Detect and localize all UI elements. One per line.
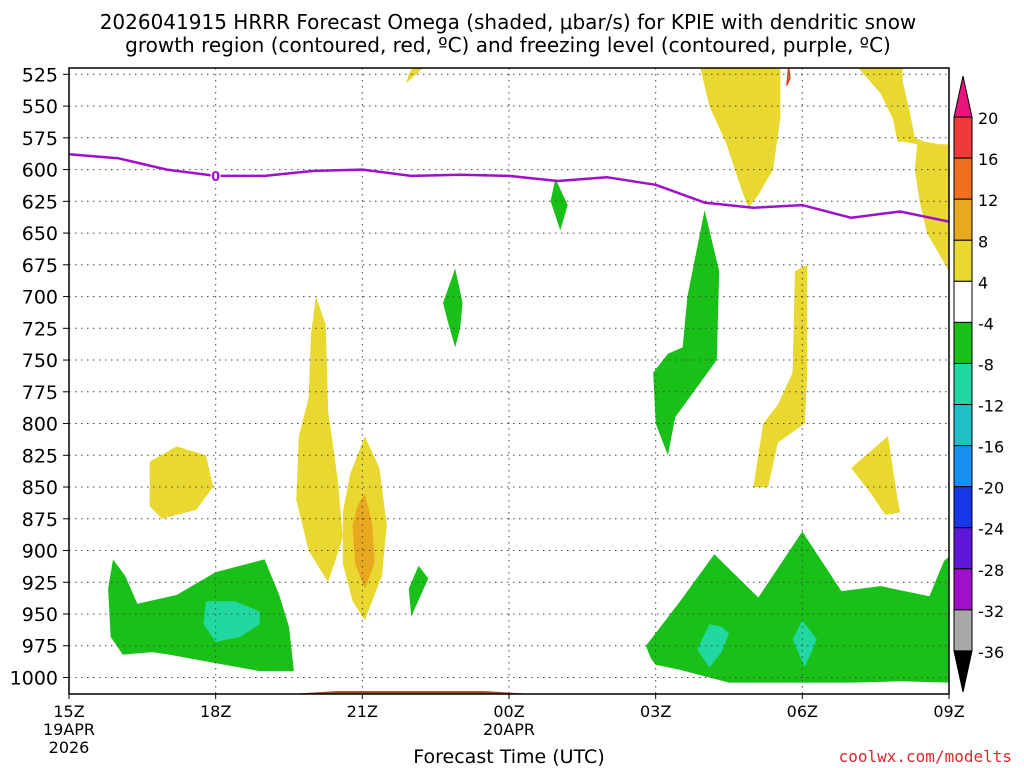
colorbar-label-5: -4	[978, 314, 994, 333]
colorbar-swatch-2	[953, 157, 973, 200]
y-tick-label-575: 575	[22, 128, 58, 150]
y-tick-label-550: 550	[22, 96, 58, 118]
chart-title-line-1: 2026041915 HRRR Forecast Omega (shaded, …	[100, 10, 917, 34]
y-tick-label-850: 850	[22, 477, 58, 499]
x-tick-label-09Z: 09Z	[933, 702, 964, 721]
y-tick-label-725: 725	[22, 318, 58, 340]
omega-region-5	[700, 68, 781, 208]
omega-region-12	[408, 565, 429, 617]
omega-region-11	[443, 268, 463, 348]
colorbar-label-0: 20	[978, 109, 998, 128]
omega-region-13	[550, 178, 568, 231]
freezing-level-label: 0	[211, 170, 220, 185]
colorbar: 20 16 12 8 4 -4 -8 -12 -16 -20 -24 -28 -32 -36	[953, 75, 1004, 693]
y-tick-label-750: 750	[22, 350, 58, 372]
y-tick-label-950: 950	[22, 604, 58, 626]
x-axis-label: Forecast Time (UTC)	[413, 746, 604, 768]
colorbar-label-11: -28	[978, 561, 1004, 580]
date-label-1-0: 20APR	[483, 720, 535, 739]
colorbar-label-6: -8	[978, 355, 994, 374]
watermark: coolwx.com/modelts	[839, 747, 1012, 766]
omega-region-1	[149, 446, 214, 519]
colorbar-swatch-7	[953, 362, 973, 406]
x-tick-label-18Z: 18Z	[200, 702, 231, 721]
colorbar-bottom-arrow	[953, 650, 973, 693]
y-tick-label-775: 775	[22, 382, 58, 404]
y-tick-label-1000: 1000	[10, 667, 58, 689]
dgz-contour-0	[786, 68, 791, 87]
y-tick-label-925: 925	[22, 572, 58, 594]
y-axis: 525 550 575 600 625 650 675 700 725 750 775 800 825 8…	[10, 64, 69, 689]
colorbar-label-8: -16	[978, 438, 1004, 457]
y-tick-label-700: 700	[22, 287, 58, 309]
colorbar-label-4: 4	[978, 273, 988, 292]
y-tick-label-825: 825	[22, 445, 58, 467]
terrain-fill	[69, 691, 949, 694]
y-tick-label-525: 525	[22, 64, 58, 86]
colorbar-label-2: 12	[978, 191, 998, 210]
x-tick-label-00Z: 00Z	[493, 702, 524, 721]
colorbar-swatch-6	[953, 321, 973, 364]
omega-region-6	[753, 264, 808, 487]
plot-area: 0	[68, 67, 950, 695]
colorbar-swatch-12	[953, 568, 973, 611]
x-tick-label-15Z: 15Z	[53, 702, 84, 721]
y-tick-label-600: 600	[22, 160, 58, 182]
omega-region-14	[653, 210, 720, 456]
omega-region-8	[858, 68, 949, 272]
y-tick-label-875: 875	[22, 509, 58, 531]
colorbar-swatch-8	[953, 404, 973, 447]
x-tick-label-03Z: 03Z	[640, 702, 671, 721]
x-tick-label-06Z: 06Z	[787, 702, 818, 721]
colorbar-swatch-1	[953, 116, 973, 159]
colorbar-label-13: -36	[978, 643, 1004, 662]
date-label-0-1: 2026	[49, 738, 90, 757]
freezing-level-contour: 0	[69, 153, 949, 223]
terrain-surface	[69, 691, 949, 694]
colorbar-label-1: 16	[978, 150, 998, 169]
omega-region-9	[108, 559, 294, 672]
omega-region-17	[792, 620, 817, 668]
colorbar-swatch-13	[953, 609, 973, 652]
omega-region-2	[296, 296, 343, 583]
colorbar-swatch-10	[953, 486, 973, 529]
colorbar-swatch-11	[953, 527, 973, 570]
y-tick-label-625: 625	[22, 191, 58, 213]
colorbar-swatch-3	[953, 198, 973, 241]
x-tick-label-21Z: 21Z	[347, 702, 378, 721]
colorbar-label-9: -20	[978, 479, 1004, 498]
colorbar-swatch-5	[953, 280, 973, 323]
omega-region-16	[697, 624, 729, 668]
colorbar-swatch-9	[953, 445, 973, 488]
freezing-level-label-bg	[210, 167, 221, 183]
y-tick-label-800: 800	[22, 414, 58, 436]
omega-region-7	[851, 429, 901, 515]
colorbar-label-10: -24	[978, 520, 1004, 539]
y-tick-label-900: 900	[22, 541, 58, 563]
omega-region-10	[203, 601, 260, 642]
date-label-0-0: 19APR	[43, 720, 95, 739]
dendritic-growth-contours	[786, 68, 791, 87]
y-tick-label-650: 650	[22, 223, 58, 245]
omega-shading	[108, 68, 949, 683]
omega-region-4	[352, 493, 375, 589]
colorbar-label-12: -32	[978, 602, 1004, 621]
chart-title-line-2: growth region (contoured, red, ºC) and f…	[125, 33, 891, 57]
colorbar-swatch-4	[953, 239, 973, 282]
colorbar-top-arrow	[953, 75, 973, 118]
colorbar-label-7: -12	[978, 397, 1004, 416]
grid-lines	[69, 68, 949, 694]
y-tick-label-675: 675	[22, 255, 58, 277]
y-tick-label-975: 975	[22, 636, 58, 658]
colorbar-label-3: 8	[978, 232, 988, 251]
omega-region-0	[406, 68, 424, 84]
